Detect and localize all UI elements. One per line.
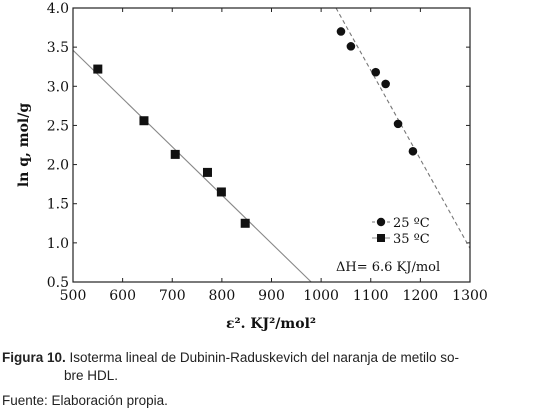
x-tick-label: 1000 (303, 288, 339, 304)
legend-label-35: 35 ºC (393, 232, 430, 247)
fit-line-25c (335, 7, 471, 249)
data-point-35c (170, 149, 180, 159)
legend-marker-25 (376, 217, 386, 227)
y-tick-label: 3.5 (47, 40, 69, 56)
data-point-25c (346, 42, 356, 51)
chart: 500 600 700 800 900 1000 1100 1200 1300 0.5 1.0 1.5… (16, 1, 488, 332)
x-tick-label: 600 (109, 288, 136, 304)
x-tick-label: 500 (60, 288, 87, 304)
x-tick-label: 900 (258, 288, 285, 304)
data-point-25c (381, 79, 390, 89)
fit-lines-layer (72, 7, 471, 283)
x-axis-title: ε². KJ²/mol² (226, 316, 316, 332)
x-tick-label: 1300 (452, 288, 488, 304)
legend: 25 ºC 35 ºC (372, 216, 430, 247)
y-tick-label: 1.0 (47, 236, 69, 252)
x-tick-label: 800 (209, 288, 236, 304)
figure-source: Fuente: Elaboración propia. (2, 393, 168, 408)
y-tick-label: 3.0 (47, 79, 69, 95)
data-point-35c (93, 64, 103, 74)
figure-caption: Figura 10. Isoterma lineal de Dubinin-Ra… (2, 349, 542, 385)
data-point-35c (139, 116, 149, 126)
data-point-35c (216, 187, 226, 197)
caption-text-line1: Isoterma lineal de Dubinin-Raduskevich d… (65, 350, 459, 365)
legend-label-25: 25 ºC (393, 216, 430, 231)
data-point-25c (393, 119, 403, 129)
fit-line-35c (72, 49, 312, 283)
ticks-layer: 500 600 700 800 900 1000 1100 1200 1300 0.5 1.0 1.5… (47, 1, 488, 304)
x-tick-label: 1200 (403, 288, 439, 304)
caption-text-line2: bre HDL. (64, 368, 119, 383)
legend-marker-35 (377, 234, 385, 242)
enthalpy-annotation: ΔH= 6.6 KJ/mol (336, 260, 440, 275)
x-tick-label: 1100 (353, 288, 389, 304)
x-tick-label: 700 (159, 288, 186, 304)
y-tick-label: 2.0 (47, 158, 69, 174)
data-point-25c (371, 67, 381, 77)
data-point-35c (202, 167, 212, 177)
y-tick-label: 2.5 (47, 118, 69, 134)
figure-label: Figura 10. (2, 350, 66, 365)
y-tick-label: 4.0 (47, 1, 69, 17)
y-tick-label: 1.5 (47, 197, 69, 213)
y-axis-title: ln q, mol/g (16, 103, 32, 187)
points-layer (93, 27, 418, 228)
plot-frame (72, 7, 471, 283)
data-point-35c (240, 218, 250, 228)
data-point-25c (336, 27, 346, 36)
y-tick-label: 0.5 (47, 275, 69, 291)
data-point-25c (408, 146, 418, 156)
